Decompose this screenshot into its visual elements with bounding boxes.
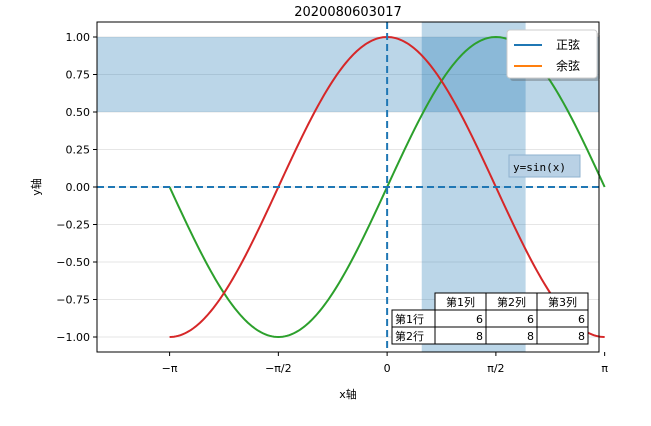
- table-row-label: 第1行: [395, 312, 424, 326]
- x-tick-label: 0: [384, 362, 391, 375]
- annotation-text: y=sin(x): [513, 161, 566, 174]
- y-tick-label: 0.75: [66, 69, 91, 82]
- y-tick-label: −0.25: [56, 219, 90, 232]
- y-tick-label: 0.50: [66, 106, 91, 119]
- table-cell-value: 8: [476, 330, 483, 343]
- x-tick-label: π: [601, 362, 608, 375]
- legend-label-cos: 余弦: [556, 58, 580, 73]
- table-cell-value: 6: [476, 313, 483, 326]
- table-cell-value: 6: [527, 313, 534, 326]
- legend-label-sin: 正弦: [556, 37, 580, 52]
- y-tick-label: 0.25: [66, 144, 91, 157]
- y-tick-label: 1.00: [66, 31, 91, 44]
- y-tick-label: −0.75: [56, 294, 90, 307]
- annotation-box: [508, 154, 581, 178]
- x-tick-label: π/2: [487, 362, 504, 375]
- table-cell-value: 6: [578, 313, 585, 326]
- y-tick-label: −0.50: [56, 256, 90, 269]
- x-axis-ticks: −π −π/2 0 π/2 π: [162, 352, 608, 375]
- y-axis-label: y轴: [29, 178, 43, 196]
- y-axis-ticks: 1.00 0.75 0.50 0.25 0.00 −0.25 −0.50 −0.75 −1.00: [56, 31, 97, 344]
- table-row-label: 第2行: [395, 329, 424, 343]
- table-column-header: 第2列: [497, 295, 526, 309]
- table-cell-value: 8: [527, 330, 534, 343]
- chart-title: 2020080603017: [294, 5, 402, 20]
- x-tick-label: −π: [162, 362, 178, 375]
- x-tick-label: −π/2: [265, 362, 292, 375]
- annotation: y=sin(x): [508, 154, 581, 178]
- legend-box: [506, 29, 598, 79]
- table-cell-value: 8: [578, 330, 585, 343]
- y-tick-label: 0.00: [66, 181, 91, 194]
- x-axis-label: x轴: [339, 387, 357, 401]
- table-column-header: 第3列: [548, 295, 577, 309]
- legend: 正弦 余弦: [506, 29, 600, 81]
- table-cell: [536, 326, 589, 345]
- reference-lines: [97, 22, 599, 352]
- table-column-header: 第1列: [446, 295, 475, 309]
- y-tick-label: −1.00: [56, 331, 90, 344]
